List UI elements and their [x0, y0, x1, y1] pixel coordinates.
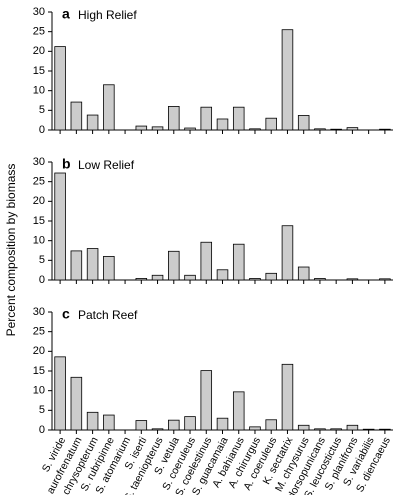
y-tick-label: 0 — [39, 274, 45, 286]
bar — [314, 128, 326, 131]
bar — [200, 241, 213, 281]
bar — [70, 101, 83, 131]
bar — [168, 250, 180, 281]
panel-title: Low Relief — [78, 158, 135, 172]
bar — [265, 272, 277, 281]
y-tick-label: 15 — [33, 65, 45, 77]
y-tick-label: 15 — [33, 365, 45, 377]
bar — [86, 248, 99, 281]
bar — [184, 127, 196, 131]
bar — [168, 106, 180, 131]
bar — [135, 278, 148, 281]
y-axis-label: Percent composition by biomass — [4, 164, 18, 337]
bar — [216, 269, 229, 281]
bar — [232, 106, 245, 131]
bar — [281, 29, 294, 131]
bar — [362, 428, 375, 431]
bar — [86, 114, 99, 131]
bar — [346, 127, 359, 131]
bar — [151, 428, 164, 431]
y-tick-label: 30 — [33, 156, 45, 168]
bar — [297, 424, 310, 431]
bar — [265, 117, 277, 131]
panel-title: High Relief — [78, 8, 137, 22]
bar — [216, 417, 229, 431]
bar — [379, 128, 391, 131]
bar — [70, 376, 83, 431]
bar — [330, 128, 342, 131]
bar — [346, 424, 359, 431]
y-tick-label: 20 — [33, 345, 45, 357]
y-tick-label: 0 — [39, 424, 45, 436]
panel-letter: a — [62, 6, 70, 22]
y-tick-label: 5 — [39, 104, 45, 116]
bar — [249, 128, 261, 131]
bar — [184, 416, 196, 431]
bar — [86, 411, 99, 431]
bar — [297, 266, 310, 281]
bar — [54, 172, 66, 281]
bar — [379, 428, 391, 431]
bar — [314, 428, 326, 431]
y-tick-label: 20 — [33, 45, 45, 57]
bar — [216, 118, 229, 131]
bar — [70, 250, 83, 281]
y-tick-label: 25 — [33, 176, 45, 188]
bar — [54, 46, 66, 131]
bar — [249, 278, 261, 281]
bar — [168, 419, 180, 431]
panel-letter: c — [62, 306, 70, 322]
bar — [297, 115, 310, 131]
bar — [135, 420, 148, 431]
y-tick-label: 30 — [33, 6, 45, 18]
bar — [249, 426, 261, 431]
bar — [200, 370, 213, 431]
y-tick-label: 20 — [33, 195, 45, 207]
bar — [184, 274, 196, 281]
y-tick-label: 10 — [33, 235, 45, 247]
bar — [151, 126, 164, 131]
y-tick-label: 0 — [39, 124, 45, 136]
bar — [281, 363, 294, 431]
bar — [103, 414, 115, 431]
bar — [200, 106, 213, 131]
y-tick-label: 15 — [33, 215, 45, 227]
bar — [54, 356, 66, 431]
y-tick-label: 25 — [33, 26, 45, 38]
bar — [232, 243, 245, 281]
bar — [232, 391, 245, 431]
y-tick-label: 30 — [33, 306, 45, 318]
y-tick-label: 25 — [33, 326, 45, 338]
panel-letter: b — [62, 156, 71, 172]
bar — [103, 255, 115, 281]
bar — [265, 419, 277, 431]
bar — [103, 84, 115, 131]
bar — [330, 428, 342, 431]
bar — [281, 225, 294, 281]
bar — [379, 278, 391, 281]
y-tick-label: 10 — [33, 385, 45, 397]
bar — [346, 278, 359, 281]
y-tick-label: 5 — [39, 404, 45, 416]
bar — [151, 274, 164, 281]
bar — [314, 278, 326, 281]
bar — [135, 125, 148, 131]
y-tick-label: 10 — [33, 85, 45, 97]
panel-title: Patch Reef — [78, 308, 138, 322]
y-tick-label: 5 — [39, 254, 45, 266]
